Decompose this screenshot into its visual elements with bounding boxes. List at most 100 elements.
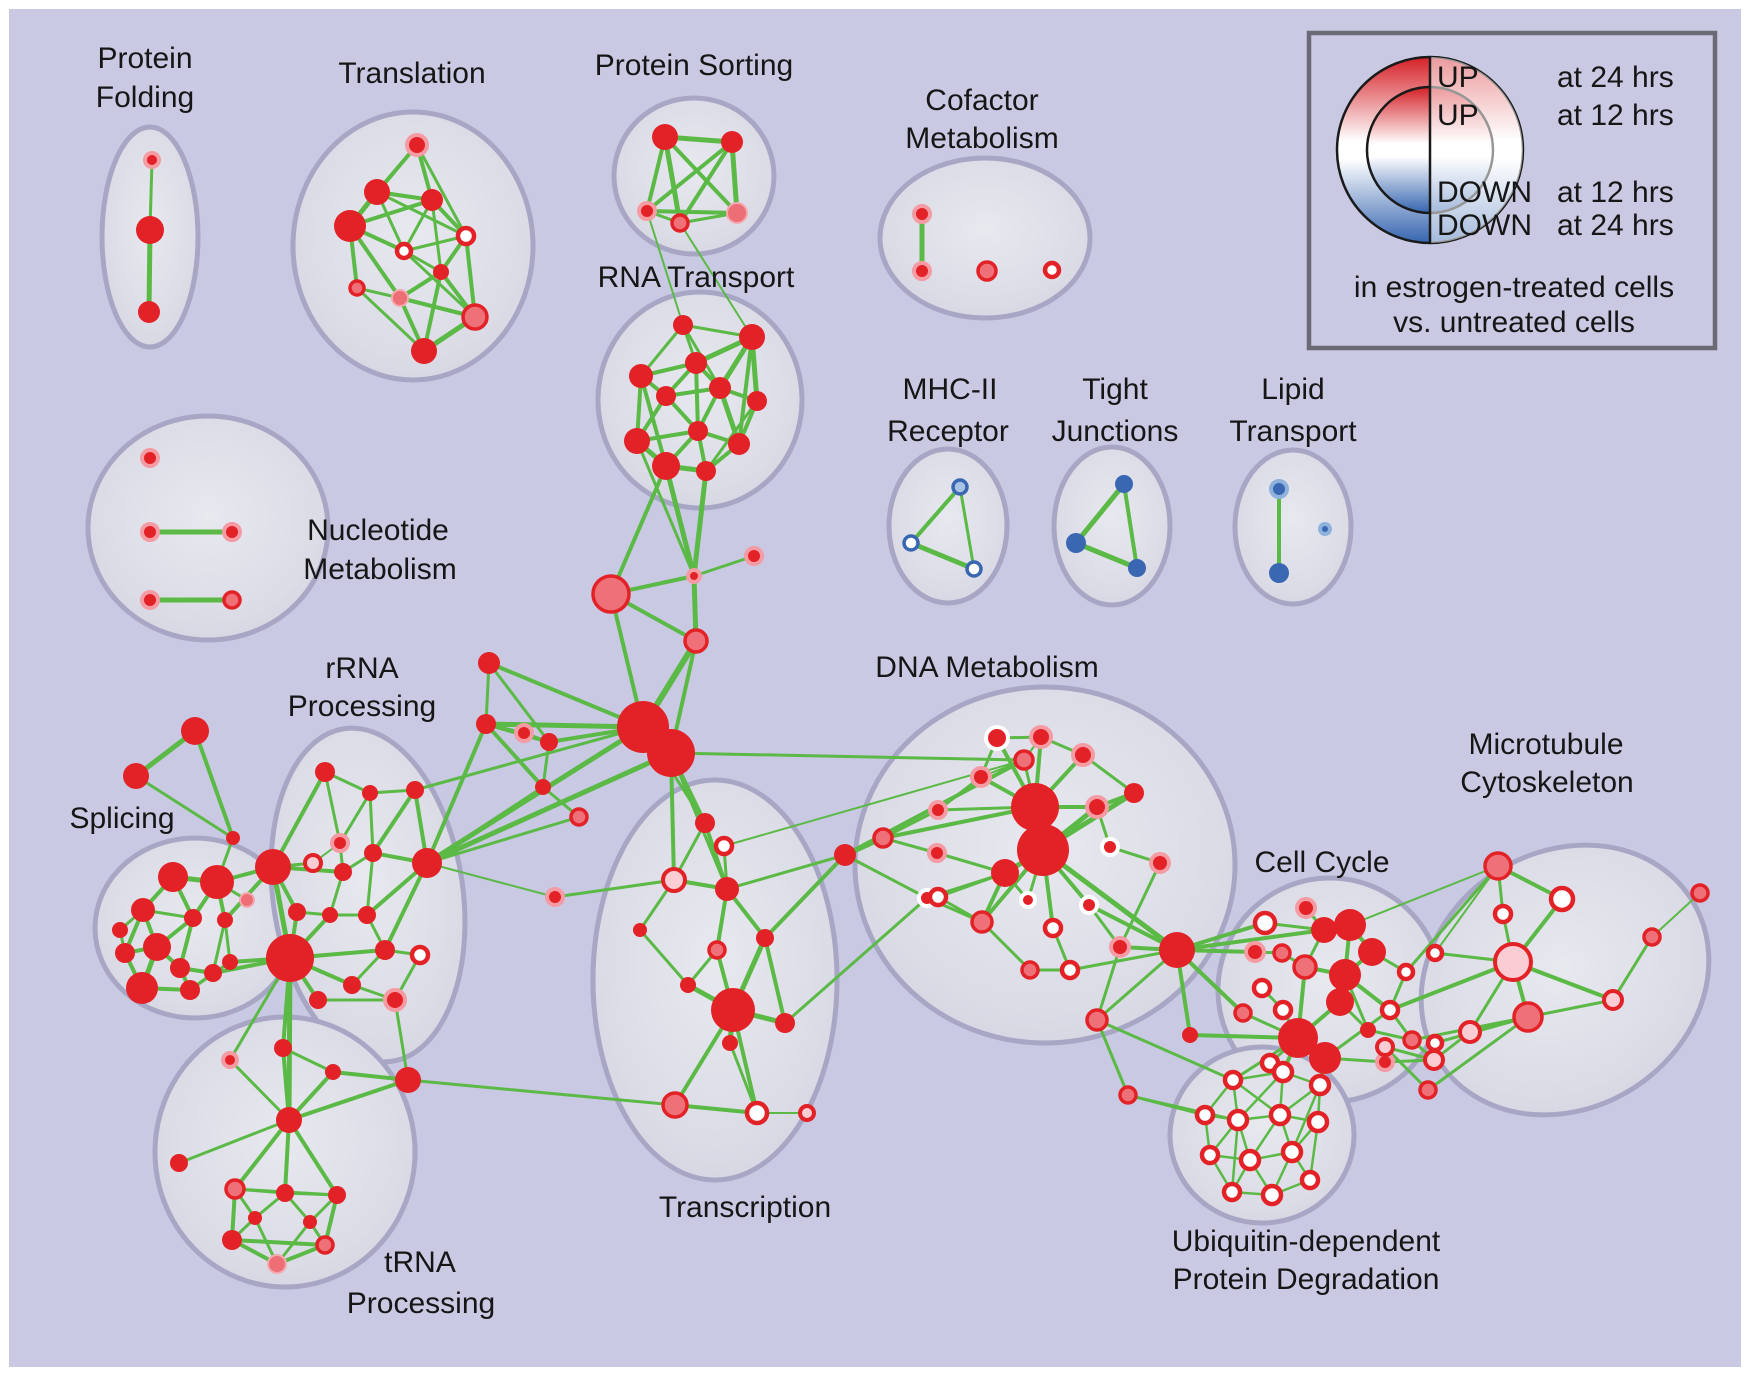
gene-node-cc7 [1292, 954, 1318, 980]
gene-node-r11 [255, 849, 291, 885]
gene-node-dm20 [1020, 960, 1040, 980]
gene-node-cc3 [1334, 909, 1366, 941]
edge-tp5-tp6 [231, 1238, 326, 1247]
edge-rt10-sp0 [663, 465, 697, 577]
gene-node-r12 [266, 934, 314, 982]
edge-rt11-sp0 [691, 470, 709, 577]
gene-node-ps0 [652, 124, 678, 150]
edge-mc7-mc9 [1611, 936, 1654, 1001]
cluster-label-protein-folding-line0: Protein [97, 42, 192, 75]
gene-node-dm3 [970, 766, 992, 788]
gene-node-tx11 [661, 1091, 689, 1119]
gene-node-nm4 [222, 590, 242, 610]
gene-node-dm1 [1029, 725, 1053, 749]
gene-node-l2 [1318, 522, 1332, 536]
legend-direction-2: DOWN [1437, 176, 1532, 209]
cluster-bubble-cofactor-metabolism [877, 155, 1093, 321]
edge-sp6-r0 [425, 750, 673, 866]
gene-node-dm15 [970, 910, 994, 934]
gene-node-tp7 [267, 1254, 287, 1274]
edge-r1-r11 [271, 771, 327, 868]
gene-node-tpu0 [274, 1039, 292, 1057]
edge-rt3-rt8 [694, 362, 700, 432]
gene-node-tx5 [756, 929, 774, 947]
gene-node-r10 [358, 906, 376, 924]
gene-node-br1 [1013, 749, 1035, 771]
gene-node-fn5 [569, 807, 589, 827]
gene-node-mc2 [1492, 903, 1514, 925]
gene-node-s5 [115, 943, 135, 963]
legend-direction-3: DOWN [1437, 209, 1532, 242]
gene-node-r15 [383, 988, 407, 1012]
gene-node-dm9 [1085, 795, 1109, 819]
gene-node-sp3 [683, 628, 709, 654]
gene-node-rt0 [673, 315, 693, 335]
gene-node-s2 [131, 898, 155, 922]
gene-node-t0 [405, 133, 429, 157]
gene-node-tp8 [248, 1211, 262, 1225]
edge-j0-j2 [1122, 483, 1139, 569]
gene-node-cc13 [1278, 1018, 1318, 1058]
gene-node-l1 [1269, 563, 1289, 583]
gene-node-rt8 [688, 421, 708, 441]
gene-node-fn0 [478, 652, 500, 674]
gene-node-nm3 [140, 590, 160, 610]
cluster-label-cofactor-metabolism-line1: Metabolism [905, 122, 1058, 155]
legend-time-1: at 12 hrs [1557, 99, 1674, 132]
gene-node-t7 [348, 279, 366, 297]
gene-node-u8 [1238, 1148, 1262, 1172]
gene-node-u3 [1194, 1104, 1216, 1126]
legend-box [1306, 30, 1718, 351]
gene-node-m2 [965, 560, 983, 578]
gene-node-r6 [334, 863, 352, 881]
gene-node-dm0 [984, 725, 1010, 751]
gene-node-r13 [375, 940, 395, 960]
edge-ps2-rt0 [646, 210, 684, 326]
gene-node-tx14 [633, 923, 647, 937]
legend-direction-1: UP [1437, 99, 1479, 132]
edge-tp0-tp2 [233, 1118, 291, 1191]
gene-node-rt4 [656, 386, 676, 406]
edge-r1-r4 [323, 771, 342, 844]
edge-t4-t5 [403, 234, 467, 253]
gene-node-tx3 [715, 877, 739, 901]
gene-node-tx9 [775, 1013, 795, 1033]
gene-node-cc23 [1182, 1027, 1198, 1043]
edge-r0-r13 [383, 862, 429, 951]
gene-node-cc6 [1272, 943, 1292, 963]
edge-r15-tpu3 [393, 999, 410, 1081]
gene-node-mc0 [1483, 851, 1513, 881]
gene-node-tri_c [226, 831, 240, 845]
edge-s4-s8 [211, 919, 227, 974]
edge-tx9-br2 [784, 896, 928, 1025]
cluster-bubble-mhc-ii-receptor [886, 446, 1010, 606]
edge-t0-t4 [415, 144, 468, 237]
gene-node-s13 [239, 892, 255, 908]
edge-br3-dm19 [1095, 946, 1122, 1021]
edge-r2-r7 [368, 792, 375, 854]
gene-node-r1 [315, 762, 335, 782]
legend: UP at 24 hrs UP at 12 hrs DOWN at 12 hrs DOWN a… [1306, 30, 1718, 351]
edge-ps1-ps2 [645, 140, 734, 213]
gene-node-mc8 [1458, 1020, 1482, 1044]
gene-node-tp4 [328, 1186, 346, 1204]
cluster-label-tight-junctions-line1: Junctions [1052, 415, 1179, 448]
gene-node-br0 [834, 844, 856, 866]
edge-tpu0-tpu2 [282, 1046, 334, 1074]
gene-node-tx7 [680, 977, 696, 993]
gene-node-tx12 [744, 1100, 770, 1126]
edge-cc16-mc4 [1389, 960, 1514, 1012]
edge-sp5-fn1 [485, 721, 644, 730]
gene-node-sp2 [744, 546, 764, 566]
cluster-label-ubiquitin-degradation-line0: Ubiquitin-dependent [1172, 1225, 1441, 1258]
edge-br3-br4 [1095, 1019, 1130, 1096]
gene-node-cc2 [1311, 917, 1337, 943]
gene-node-cc9 [1326, 988, 1354, 1016]
gene-node-cm1 [912, 261, 932, 281]
gene-node-tx13 [798, 1104, 816, 1122]
gene-node-u7 [1199, 1144, 1221, 1166]
gene-node-dm5 [872, 827, 894, 849]
gene-node-m1 [902, 534, 920, 552]
gene-node-pf2 [138, 301, 160, 323]
gene-node-dm2 [1071, 743, 1095, 767]
